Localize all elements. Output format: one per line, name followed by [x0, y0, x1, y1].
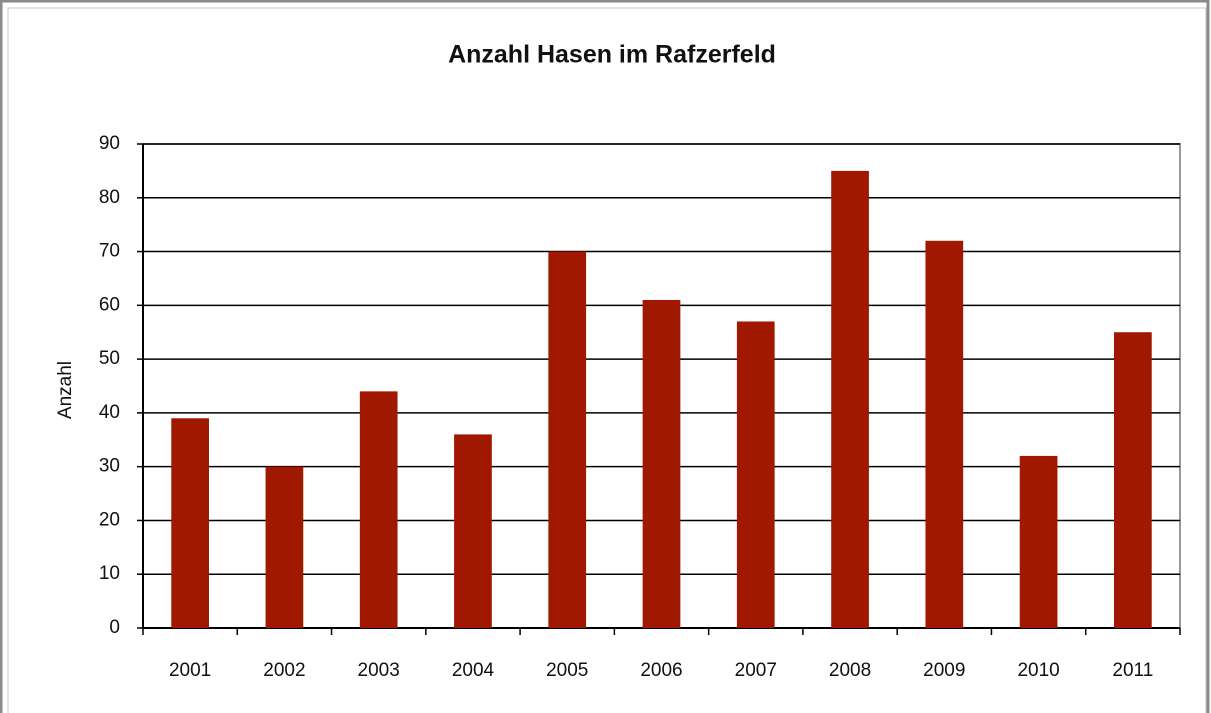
bar: [642, 299, 681, 628]
x-tick-label: 2002: [263, 660, 305, 681]
y-tick-label: 60: [99, 294, 120, 315]
y-tick-label: 80: [99, 187, 120, 208]
bar: [548, 251, 587, 629]
x-tick-label: 2008: [829, 660, 871, 681]
bar: [925, 240, 964, 629]
y-tick-label: 30: [99, 456, 120, 477]
x-tick-label: 2001: [169, 660, 211, 681]
bar: [454, 434, 492, 628]
y-tick-label: 40: [99, 402, 120, 423]
bar: [265, 466, 304, 628]
x-tick-label: 2003: [358, 660, 400, 681]
y-tick-label: 20: [99, 509, 120, 530]
x-tick-label: 2006: [640, 660, 682, 681]
y-tick-label: 10: [99, 563, 120, 584]
bar: [736, 321, 775, 628]
y-tick-label: 70: [99, 241, 120, 262]
chart-title: Anzahl Hasen im Rafzerfeld: [448, 41, 776, 69]
x-tick-label: 2004: [452, 660, 495, 681]
y-tick-label: 90: [99, 133, 120, 154]
y-axis-label: Anzahl: [55, 361, 76, 419]
x-tick-label: 2010: [1017, 660, 1059, 681]
y-tick-label: 0: [109, 617, 120, 638]
bar: [1114, 332, 1152, 628]
x-tick-label: 2011: [1112, 660, 1153, 681]
chart-inner-frame: [7, 7, 1207, 713]
x-tick-label: 2005: [546, 660, 588, 681]
bar: [359, 391, 398, 628]
x-tick-label: 2007: [735, 660, 777, 681]
bar: [831, 170, 869, 628]
bar: [171, 418, 209, 628]
x-tick-label: 2009: [923, 660, 965, 681]
y-tick-label: 50: [99, 348, 120, 369]
bar: [1019, 455, 1058, 628]
